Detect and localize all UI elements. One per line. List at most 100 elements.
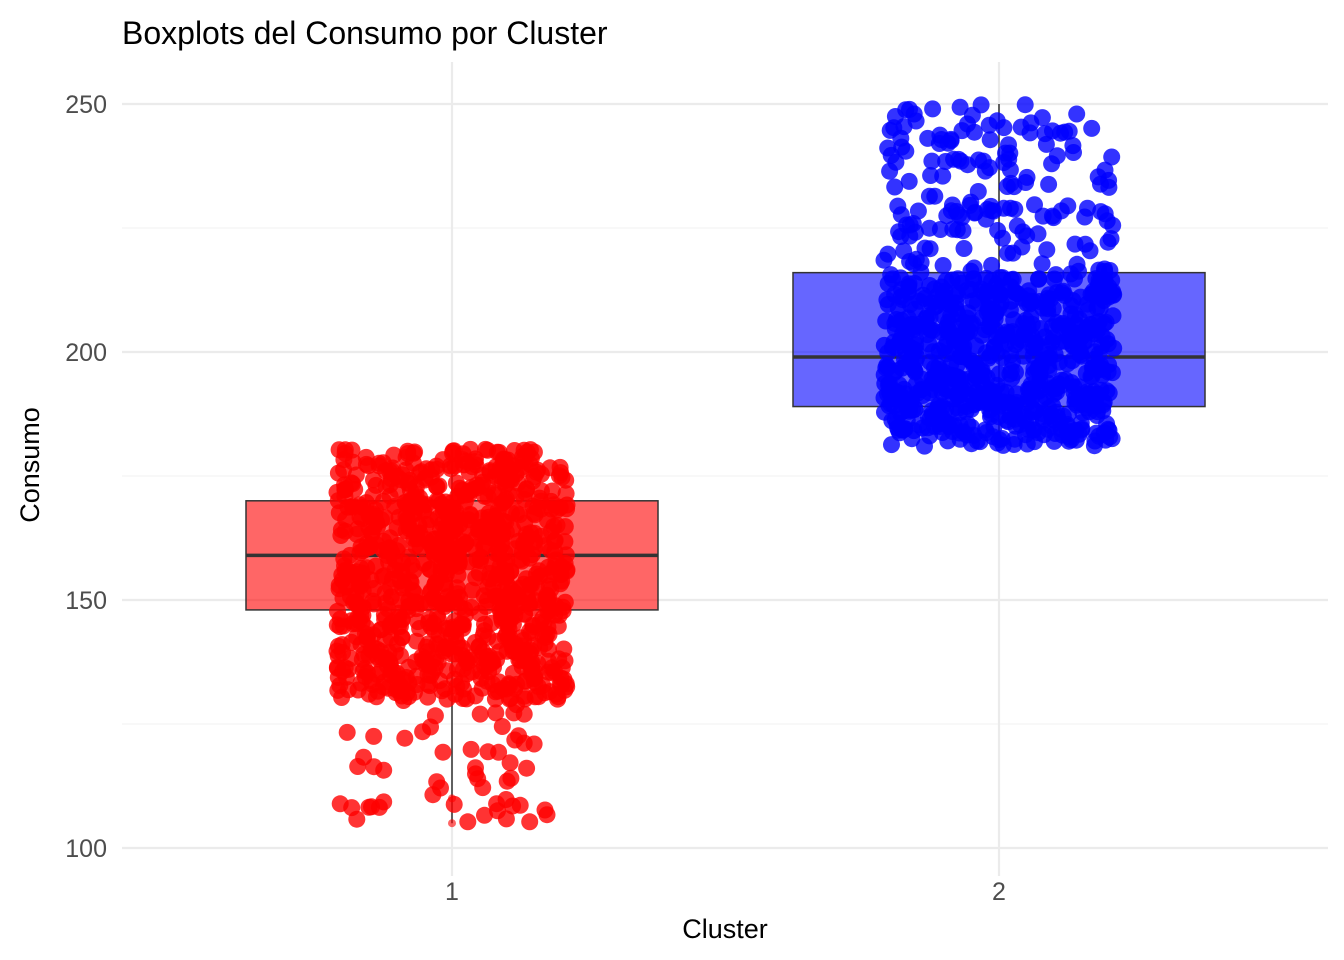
jitter-point — [965, 426, 983, 444]
jitter-point — [543, 482, 561, 500]
jitter-point — [426, 707, 444, 725]
jitter-point — [546, 557, 564, 575]
jitter-point — [1079, 301, 1097, 319]
jitter-point — [407, 593, 425, 611]
jitter-point — [1048, 403, 1066, 421]
jitter-point — [922, 167, 940, 184]
jitter-point — [358, 534, 376, 552]
jitter-point — [414, 651, 432, 669]
jitter-point — [555, 670, 573, 688]
jitter-point — [370, 454, 388, 472]
jitter-point — [421, 677, 439, 695]
jitter-point — [529, 499, 547, 517]
jitter-point — [988, 112, 1006, 130]
jitter-point — [1076, 208, 1094, 226]
jitter-point — [926, 187, 944, 205]
jitter-point — [432, 557, 450, 575]
jitter-point — [921, 353, 939, 371]
jitter-point — [907, 250, 925, 268]
jitter-point — [458, 665, 476, 683]
jitter-point — [897, 342, 914, 360]
jitter-point — [1052, 202, 1070, 220]
jitter-point — [1088, 407, 1106, 424]
jitter-point — [518, 759, 536, 777]
jitter-point — [1056, 123, 1074, 141]
jitter-point — [479, 441, 497, 459]
jitter-point — [1006, 283, 1024, 301]
jitter-point — [452, 615, 470, 633]
jitter-point — [965, 356, 983, 374]
jitter-point — [557, 485, 575, 503]
jitter-point — [1062, 297, 1080, 315]
jitter-point — [951, 416, 969, 434]
y-tick-label: 150 — [65, 587, 107, 615]
jitter-point — [886, 178, 904, 196]
jitter-point — [523, 546, 541, 564]
jitter-point — [454, 451, 472, 469]
jitter-point — [948, 370, 966, 388]
jitter-point — [490, 743, 508, 761]
jitter-point — [364, 592, 382, 610]
jitter-point — [1095, 393, 1113, 411]
jitter-point — [356, 659, 373, 677]
jitter-point — [1038, 241, 1056, 259]
jitter-point — [411, 620, 429, 637]
jitter-point — [892, 129, 910, 147]
jitter-point — [1008, 385, 1025, 403]
jitter-point — [992, 332, 1010, 350]
jitter-point — [499, 629, 517, 647]
jitter-point — [328, 616, 346, 634]
jitter-point — [395, 692, 412, 709]
jitter-point — [994, 229, 1011, 247]
jitter-point — [889, 299, 907, 317]
jitter-point — [1030, 270, 1048, 288]
jitter-point — [1101, 262, 1119, 279]
jitter-point — [883, 436, 900, 454]
jitter-point — [556, 518, 574, 536]
jitter-point — [893, 403, 911, 421]
y-tick-label: 250 — [65, 91, 107, 119]
x-axis-title: Cluster — [682, 914, 768, 944]
jitter-point — [999, 413, 1017, 431]
jitter-point — [1001, 365, 1019, 383]
jitter-point — [386, 643, 404, 661]
jitter-point — [1091, 299, 1109, 317]
jitter-point — [1050, 317, 1068, 335]
jitter-point — [407, 667, 425, 685]
jitter-point — [912, 381, 930, 399]
jitter-point — [382, 629, 400, 647]
jitter-point — [1064, 137, 1082, 155]
jitter-point — [1048, 147, 1066, 165]
jitter-point — [471, 705, 489, 723]
jitter-point — [486, 467, 504, 485]
jitter-point — [950, 206, 968, 224]
jitter-point — [1070, 262, 1087, 280]
jitter-point — [1012, 118, 1030, 136]
jitter-point — [407, 485, 425, 503]
jitter-point — [934, 257, 952, 274]
jitter-point — [530, 688, 547, 706]
jitter-point — [399, 445, 417, 462]
jitter-point — [995, 154, 1013, 171]
jitter-point — [493, 718, 511, 735]
jitter-point — [1033, 109, 1051, 127]
jitter-point — [933, 383, 951, 401]
jitter-point — [921, 277, 939, 294]
jitter-point — [507, 588, 524, 606]
jitter-point — [355, 748, 373, 766]
jitter-point — [341, 588, 359, 605]
jitter-point — [889, 197, 907, 215]
jitter-point — [483, 529, 501, 547]
jitter-point — [1036, 328, 1054, 346]
jitter-point — [1001, 399, 1019, 416]
jitter-point — [338, 723, 356, 741]
jitter-point — [433, 595, 451, 613]
jitter-point — [427, 573, 445, 591]
x-tick-label: 2 — [992, 878, 1006, 906]
jitter-point — [905, 105, 923, 123]
jitter-point — [462, 599, 480, 616]
jitter-point — [951, 98, 969, 116]
jitter-point — [498, 552, 516, 570]
y-tick-label: 200 — [65, 339, 107, 367]
tick-labels: 100 150 200 250 1 2 — [65, 91, 1006, 906]
